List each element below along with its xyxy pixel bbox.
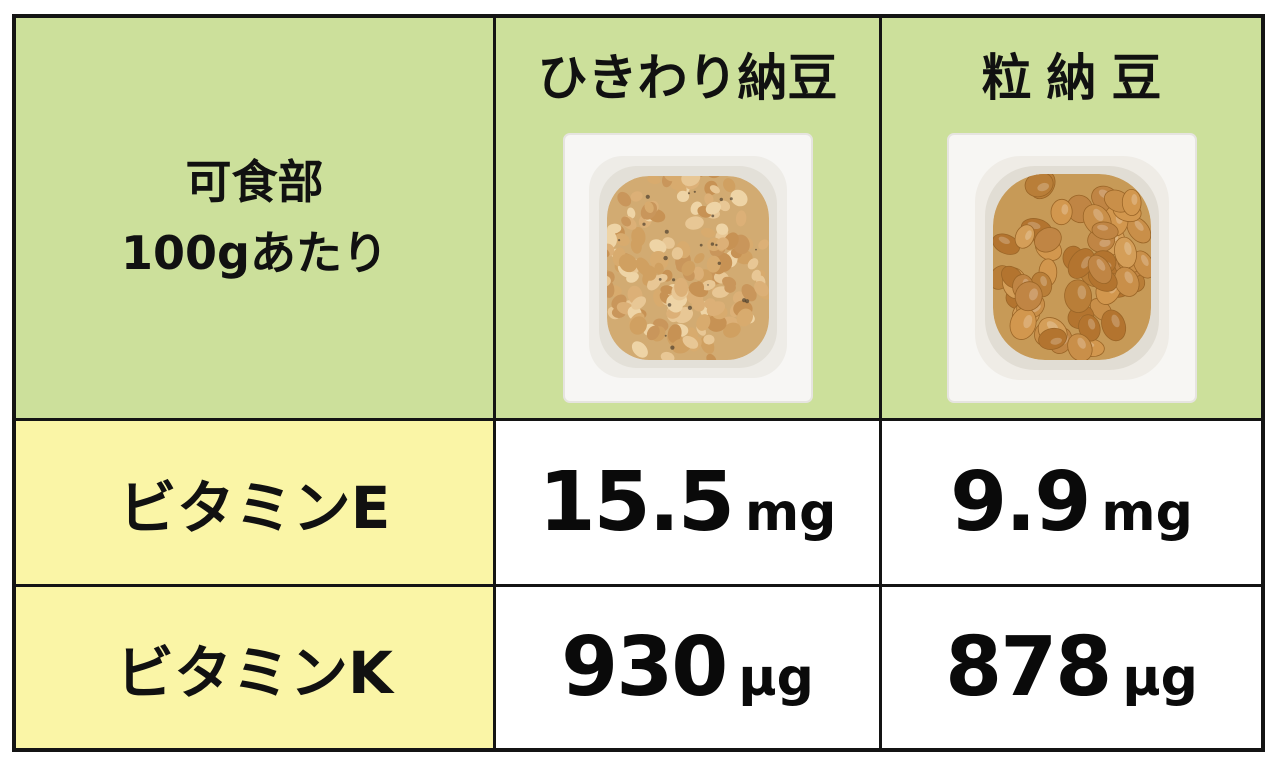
value-group: 930 μg bbox=[561, 620, 814, 715]
corner-header-cell: 可食部 100gあたり bbox=[16, 18, 496, 421]
hikiwari-natto-photo bbox=[562, 133, 813, 403]
value-number: 9.9 bbox=[950, 455, 1091, 550]
value-unit: mg bbox=[1101, 483, 1193, 543]
corner-line2: 100gあたり bbox=[121, 226, 388, 280]
row-label-vitamin-e-text: ビタミンE bbox=[118, 473, 391, 542]
corner-line1: 可食部 bbox=[185, 154, 324, 209]
value-vitamin-k-hikiwari: 930 μg bbox=[496, 587, 882, 748]
column-header-hikiwari: ひきわり納豆 bbox=[496, 18, 882, 421]
column-label-tsubu: 粒納豆 bbox=[981, 49, 1177, 107]
value-group: 9.9 mg bbox=[950, 455, 1193, 550]
value-number: 878 bbox=[945, 620, 1112, 715]
value-unit: μg bbox=[738, 648, 814, 708]
value-vitamin-e-hikiwari: 15.5 mg bbox=[496, 421, 882, 587]
nutrition-comparison-table: 可食部 100gあたり ひきわり納豆 粒納豆 bbox=[12, 14, 1265, 752]
column-header-tsubu: 粒納豆 bbox=[882, 18, 1261, 421]
corner-header-text: 可食部 100gあたり bbox=[121, 147, 388, 290]
value-unit: mg bbox=[744, 483, 837, 543]
tsubu-natto-photo bbox=[946, 133, 1197, 403]
value-group: 878 μg bbox=[945, 620, 1198, 715]
row-label-vitamin-k-text: ビタミンK bbox=[116, 638, 393, 707]
value-group: 15.5 mg bbox=[539, 455, 837, 550]
value-vitamin-e-tsubu: 9.9 mg bbox=[882, 421, 1261, 587]
value-vitamin-k-tsubu: 878 μg bbox=[882, 587, 1261, 748]
row-label-vitamin-k: ビタミンK bbox=[16, 587, 496, 748]
row-label-vitamin-e: ビタミンE bbox=[16, 421, 496, 587]
value-number: 15.5 bbox=[538, 455, 735, 550]
value-number: 930 bbox=[561, 620, 728, 715]
column-label-hikiwari: ひきわり納豆 bbox=[537, 49, 838, 107]
value-unit: μg bbox=[1122, 648, 1198, 708]
